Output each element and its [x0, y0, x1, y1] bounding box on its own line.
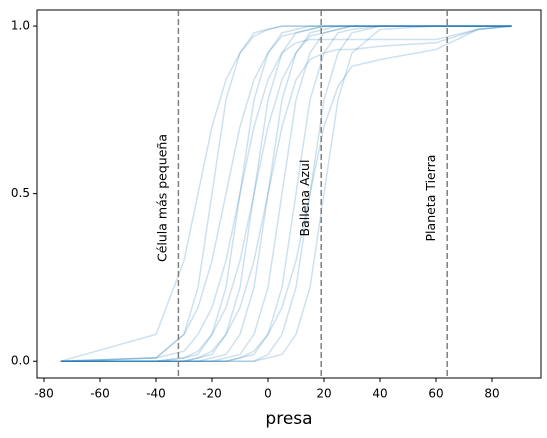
series-line [60, 25, 512, 362]
x-tick-label: 60 [428, 387, 443, 401]
series-line [60, 25, 512, 362]
series-line [60, 25, 512, 362]
series-line [60, 25, 512, 362]
series-line [60, 25, 512, 362]
series-line [60, 25, 512, 362]
x-tick-label: 0 [264, 387, 272, 401]
series-line [60, 25, 512, 362]
x-tick-label: -80 [34, 387, 54, 401]
reference-label: Célula más pequeña [154, 134, 169, 262]
x-axis-label: presa [265, 409, 312, 429]
x-tick-label: -20 [202, 387, 222, 401]
reference-label: Ballena Azul [297, 160, 312, 237]
x-tick-label: -40 [146, 387, 166, 401]
series-line [60, 25, 512, 362]
series-line [60, 25, 512, 362]
y-tick-label: 0.0 [11, 354, 30, 368]
reference-label: Planeta Tierra [423, 155, 438, 242]
x-tick-label: -60 [90, 387, 110, 401]
x-tick-label: 80 [484, 387, 499, 401]
x-tick-label: 20 [316, 387, 331, 401]
y-tick-label: 1.0 [11, 19, 30, 33]
x-tick-label: 40 [372, 387, 387, 401]
y-tick-label: 0.5 [11, 186, 30, 200]
series-line [60, 25, 512, 362]
series-line [60, 25, 512, 362]
series-line [60, 25, 512, 362]
plot-area [60, 25, 512, 362]
series-line [60, 25, 512, 362]
series-line [60, 25, 512, 362]
